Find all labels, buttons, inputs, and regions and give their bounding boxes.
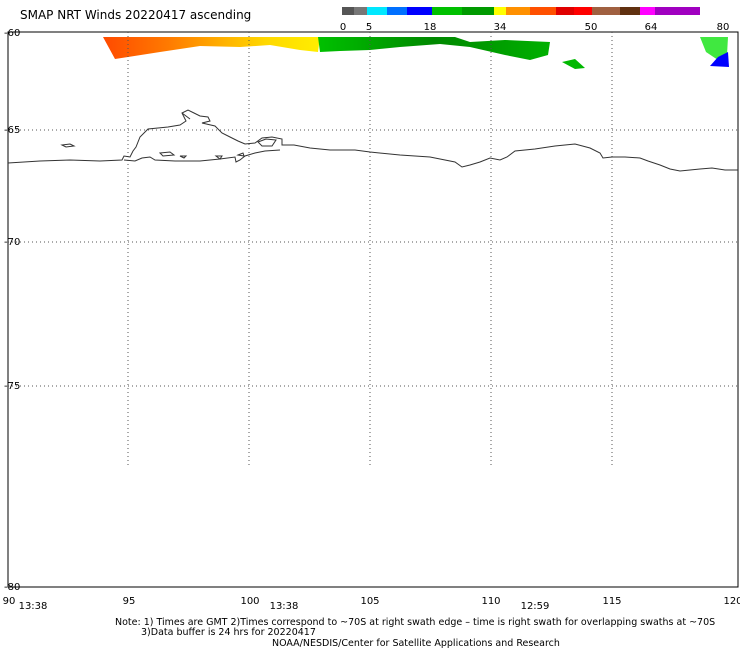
colorbar-segment [354, 7, 367, 15]
colorbar-segment [367, 7, 387, 15]
colorbar-segment [432, 7, 462, 15]
longitude-label: 105 [360, 596, 379, 607]
latitude-labels: -60 -65 -70 -75 -80 [4, 28, 20, 593]
swath-time-label: 13:38 [270, 601, 299, 612]
colorbar-label: 18 [424, 22, 437, 33]
colorbar-segment [407, 7, 432, 15]
colorbar-label: 0 [340, 22, 346, 33]
swath-lime [700, 37, 728, 60]
colorbar-segment [342, 7, 354, 15]
colorbar-label: 80 [717, 22, 730, 33]
colorbar-segment [620, 7, 640, 15]
coastline [7, 109, 738, 172]
swath-time-label: 12:59 [521, 601, 550, 612]
latitude-label: -75 [4, 381, 20, 392]
map-frame [7, 31, 739, 588]
colorbar-label: 5 [366, 22, 372, 33]
colorbar-segment [462, 7, 494, 15]
colorbar-segment [530, 7, 556, 15]
colorbar-segment [556, 7, 574, 15]
colorbar-labels: 0 5 18 34 50 64 80 [340, 22, 730, 33]
note-line-1: Note: 1) Times are GMT 2)Times correspon… [115, 617, 716, 628]
colorbar-label: 64 [645, 22, 658, 33]
colorbar-segment [506, 7, 530, 15]
colorbar-segment [592, 7, 620, 15]
page-title: SMAP NRT Winds 20220417 ascending [20, 8, 252, 22]
swath-time-label: 13:38 [19, 601, 48, 612]
colorbar-segment [387, 7, 407, 15]
note-line-3: NOAA/NESDIS/Center for Satellite Applica… [272, 638, 560, 649]
colorbar-label: 34 [494, 22, 507, 33]
longitude-labels: 90 95 100 105 110 115 120 [3, 596, 740, 607]
colorbar-segment [640, 7, 655, 15]
note-line-2: 3)Data buffer is 24 hrs for 20220417 [141, 627, 316, 638]
swath-green-main [318, 37, 550, 60]
swath-green-small [562, 59, 585, 69]
latitude-label: -60 [4, 28, 20, 39]
swath-blue [710, 52, 729, 67]
longitude-label: 110 [481, 596, 500, 607]
latitude-label: -70 [4, 237, 20, 248]
latitude-label: -80 [4, 582, 20, 593]
map-grid [8, 32, 738, 465]
latitude-label: -65 [4, 125, 20, 136]
swath-time-labels: 13:38 13:38 12:59 [19, 601, 550, 612]
colorbar-segment [655, 7, 700, 15]
longitude-label: 115 [602, 596, 621, 607]
longitude-label: 95 [123, 596, 136, 607]
swath-warm [103, 37, 320, 59]
wind-swaths [103, 37, 729, 69]
longitude-label: 100 [240, 596, 259, 607]
colorbar-segment [574, 7, 592, 15]
longitude-label: 120 [723, 596, 740, 607]
colorbar-label: 50 [585, 22, 598, 33]
longitude-label: 90 [3, 596, 16, 607]
colorbar-segment [494, 7, 506, 15]
colorbar [342, 7, 700, 15]
